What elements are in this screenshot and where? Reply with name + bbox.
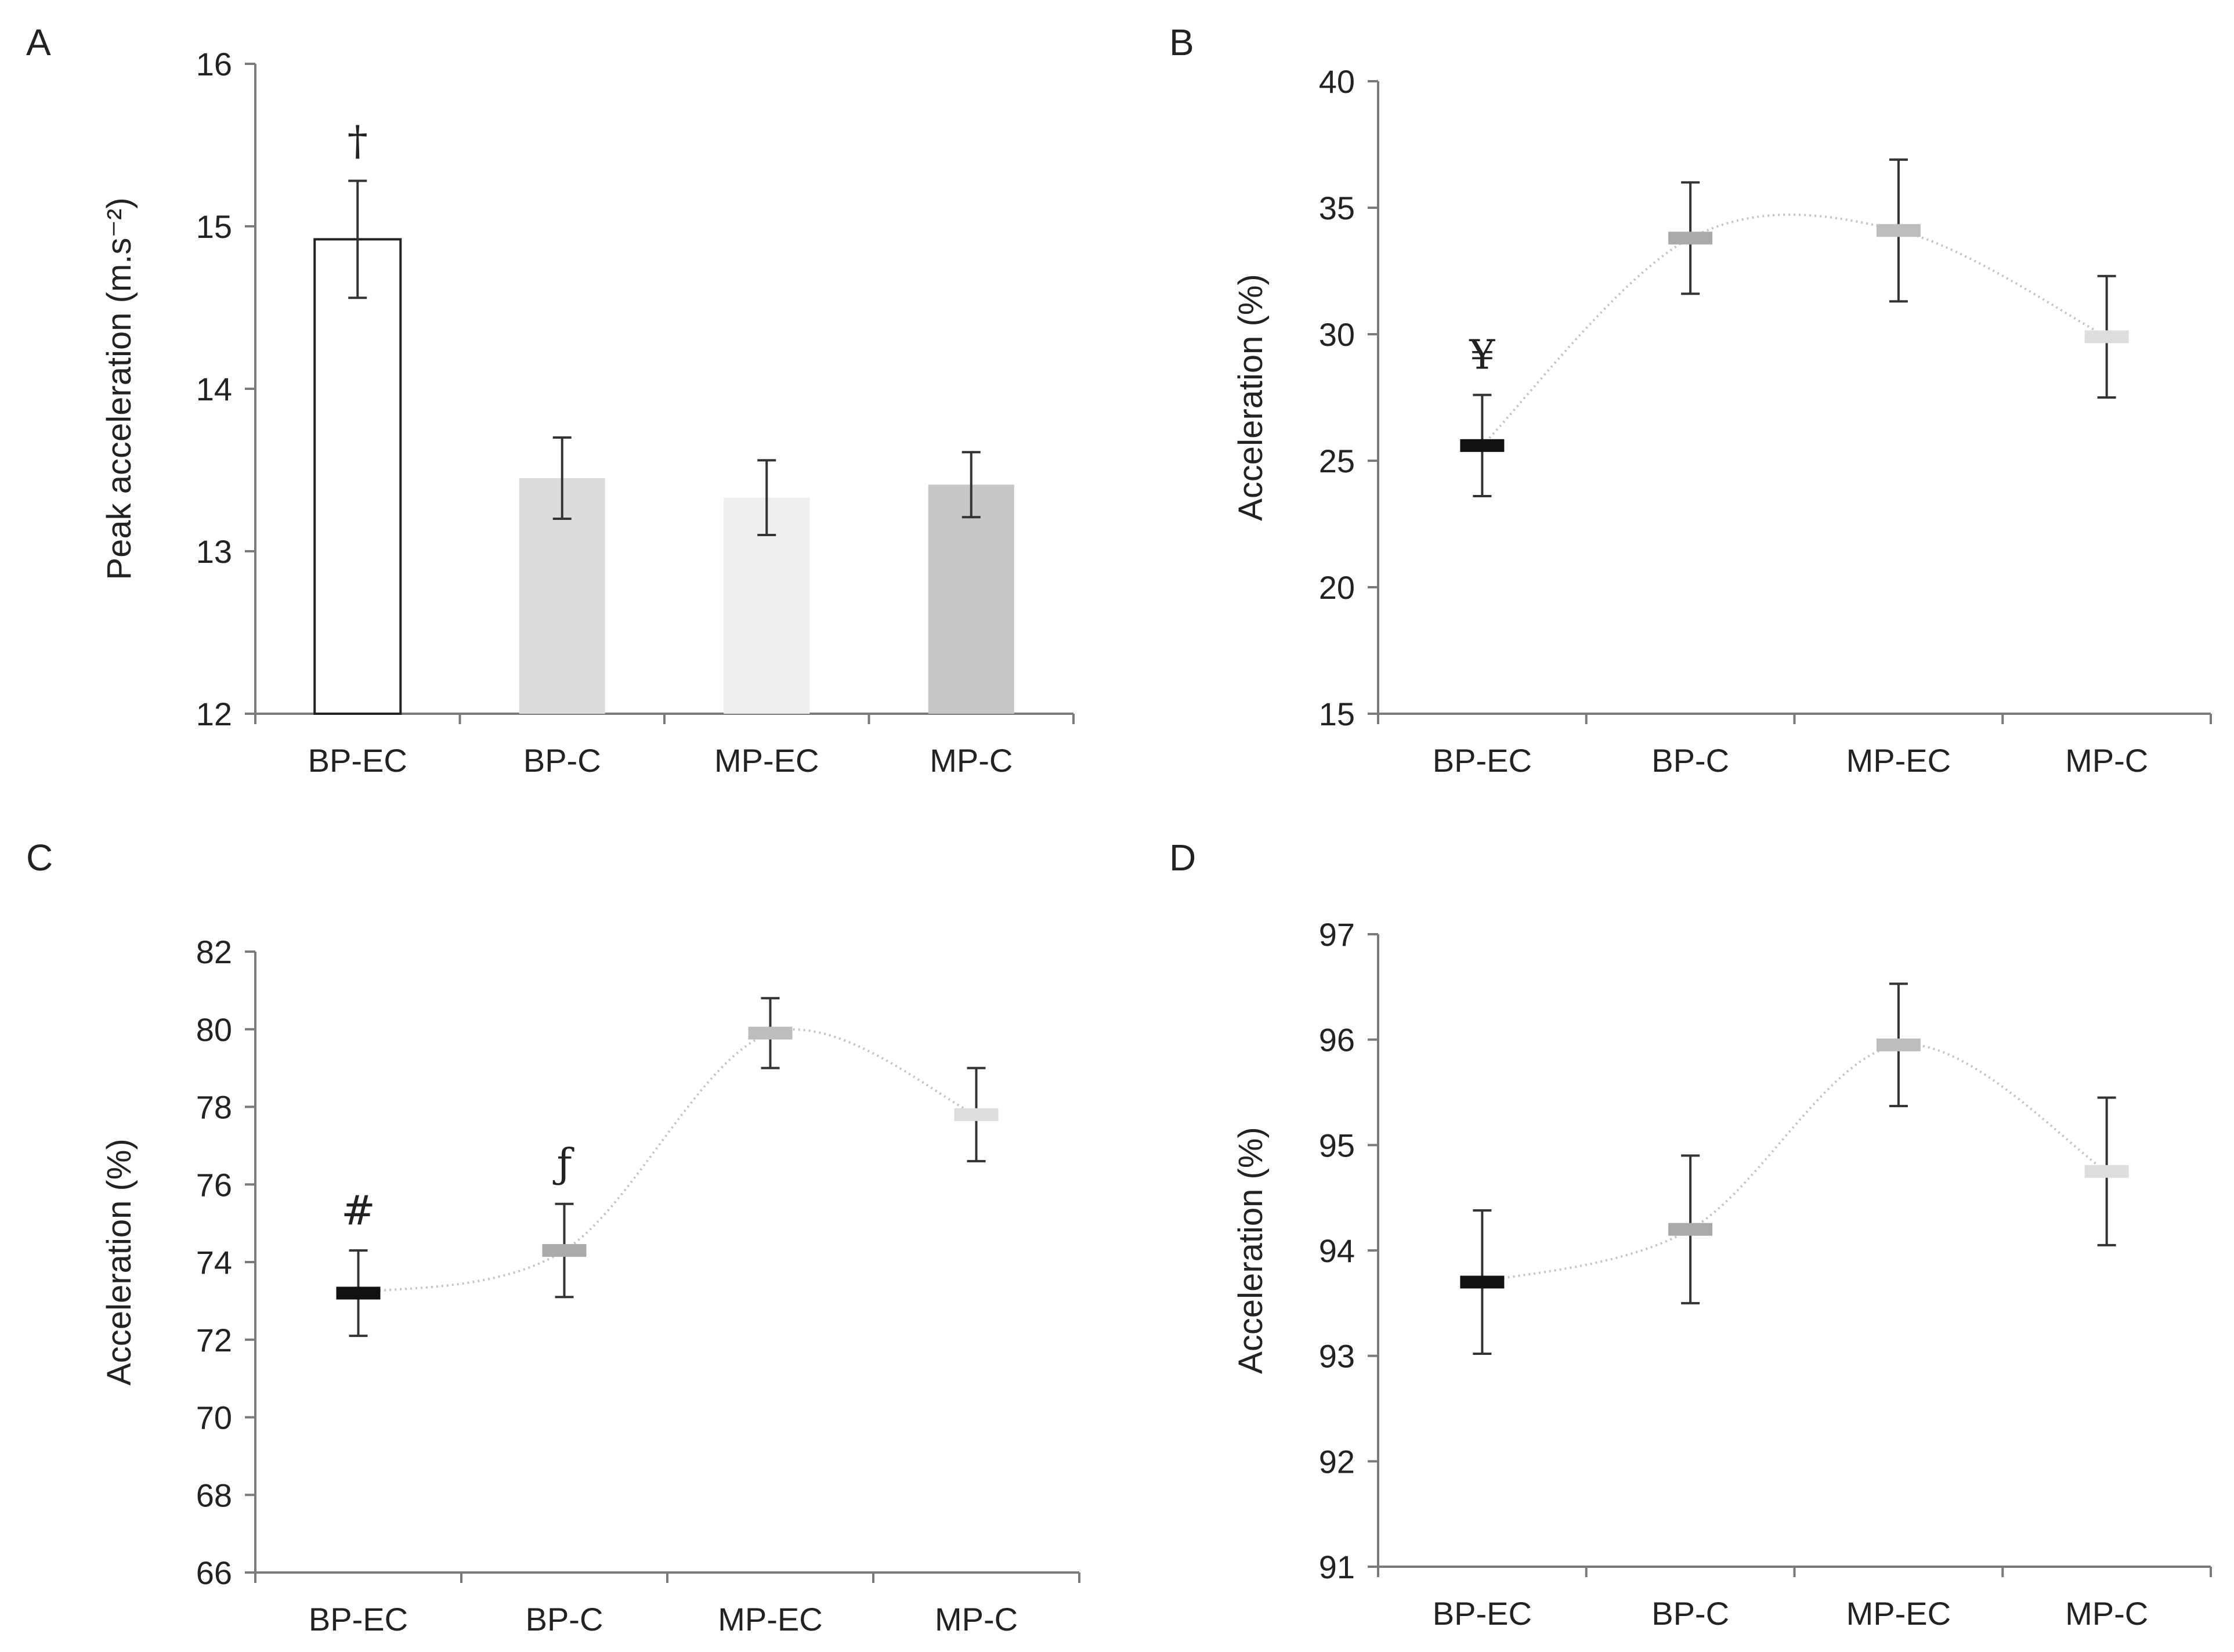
series-connector-line: [358, 1028, 977, 1295]
panel-c: C 66 68 70 72 74 76 78 80 82 BP-EC BP-C MP-EC MP-C Acc…: [26, 837, 1080, 1637]
y-tick-label: 68: [196, 1477, 232, 1513]
mean-marker-mp-c: [954, 1108, 999, 1121]
y-tick-label: 72: [196, 1322, 232, 1358]
panel-letter-d: D: [1169, 837, 1196, 879]
x-tick-label: BP-EC: [1433, 1595, 1532, 1632]
mean-marker-bp-ec: [336, 1286, 381, 1300]
mean-marker-mp-ec: [1876, 224, 1921, 237]
y-tick-label: 15: [196, 208, 232, 245]
x-tick-label: BP-C: [523, 742, 601, 779]
y-axis-label: Peak acceleration (m.s⁻²): [100, 197, 138, 580]
x-tick-label: MP-EC: [1846, 1595, 1951, 1632]
y-tick-label: 93: [1319, 1338, 1355, 1375]
x-tick-label: MP-EC: [714, 742, 819, 779]
y-tick-label: 40: [1319, 63, 1355, 100]
x-tick-label: BP-EC: [1433, 742, 1532, 779]
x-tick-label: MP-C: [2065, 1595, 2148, 1632]
y-tick-label: 30: [1319, 316, 1355, 353]
panel-b: B 15 20 25 30 35 40 BP-EC BP-C MP-EC MP-C Accelerat…: [1169, 21, 2212, 779]
mean-marker-bp-ec: [1460, 1275, 1505, 1289]
panel-letter-a: A: [26, 21, 51, 63]
x-tick-label: BP-EC: [309, 1601, 408, 1637]
y-axis-label: Acceleration (%): [1232, 274, 1270, 520]
y-axis-label: Acceleration (%): [1232, 1127, 1270, 1373]
x-tick-label: MP-C: [935, 1601, 1018, 1637]
series-connector-line: [1481, 213, 2108, 447]
x-tick-label: MP-EC: [718, 1601, 822, 1637]
significance-marker: ƒ: [553, 1140, 575, 1188]
y-tick-label: 14: [196, 371, 232, 407]
mean-marker-bp-ec: [1460, 439, 1505, 452]
significance-marker: ¥: [1469, 331, 1495, 379]
y-tick-label: 97: [1319, 916, 1355, 953]
x-tick-label: MP-C: [930, 742, 1013, 779]
mean-marker-bp-c: [1668, 1223, 1713, 1236]
y-tick-label: 80: [196, 1011, 232, 1048]
error-bar-mp-c: [961, 451, 981, 519]
x-tick-label: BP-C: [526, 1601, 603, 1637]
x-tick-label: MP-EC: [1846, 742, 1951, 779]
y-tick-label: 20: [1319, 569, 1355, 606]
bar-mp-c: [928, 485, 1014, 714]
y-tick-label: 95: [1319, 1127, 1355, 1163]
y-tick-label: 66: [196, 1555, 232, 1591]
y-tick-label: 82: [196, 934, 232, 970]
mean-marker-mp-ec: [748, 1026, 793, 1040]
y-tick-label: 13: [196, 533, 232, 570]
mean-marker-bp-c: [542, 1243, 587, 1257]
mean-marker-mp-c: [2084, 330, 2129, 344]
y-tick-label: 15: [1319, 696, 1355, 732]
x-tick-label: BP-C: [1651, 742, 1729, 779]
mean-marker-bp-c: [1668, 232, 1713, 245]
significance-marker: #: [341, 1187, 375, 1234]
series-connector-line: [1481, 1043, 2108, 1284]
y-tick-label: 94: [1319, 1232, 1355, 1269]
y-tick-label: 92: [1319, 1443, 1355, 1480]
x-tick-label: MP-C: [2065, 742, 2148, 779]
y-tick-label: 96: [1319, 1022, 1355, 1058]
y-tick-label: 12: [196, 696, 232, 732]
y-tick-label: 78: [196, 1089, 232, 1126]
panel-letter-b: B: [1169, 21, 1194, 63]
error-bar-mp-ec: [757, 459, 776, 536]
y-tick-label: 70: [196, 1400, 232, 1436]
error-bar-bp-c: [552, 436, 572, 520]
mean-marker-mp-c: [2084, 1165, 2129, 1178]
y-tick-label: 35: [1319, 190, 1355, 226]
y-tick-label: 91: [1319, 1549, 1355, 1585]
y-tick-label: 76: [196, 1166, 232, 1203]
significance-marker: †: [348, 117, 368, 165]
panel-d: D 91 92 93 94 95 96 97 BP-EC BP-C MP-EC MP-C Acceler…: [1169, 837, 2212, 1632]
error-bar-bp-ec: [348, 179, 367, 299]
panel-letter-c: C: [26, 837, 53, 879]
y-tick-label: 25: [1319, 443, 1355, 479]
x-tick-label: BP-EC: [308, 742, 407, 779]
y-axis-label: Acceleration (%): [100, 1138, 138, 1385]
y-tick-label: 74: [196, 1244, 232, 1281]
x-tick-label: BP-C: [1651, 1595, 1729, 1632]
panel-a: A 12 13 14 15 16 BP-EC BP-C MP-EC MP-C Peak accele…: [26, 21, 1075, 779]
bar-bp-ec: [313, 238, 402, 715]
mean-marker-mp-ec: [1876, 1038, 1921, 1051]
y-tick-label: 16: [196, 46, 232, 82]
